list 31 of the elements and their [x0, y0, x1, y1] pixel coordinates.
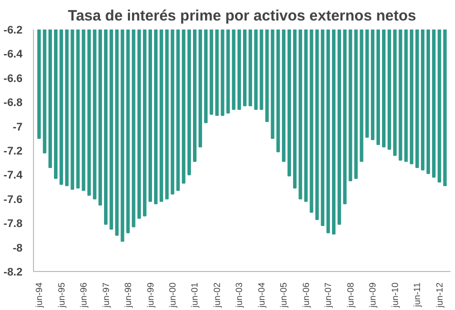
x-tick-label: jun-94 [34, 282, 44, 309]
y-tick-label: -6.2 [4, 24, 23, 36]
y-tick-label: -7.2 [4, 146, 23, 158]
x-tick-label: jun-03 [234, 282, 244, 309]
x-tick-label: jun-01 [190, 282, 200, 309]
y-tick-label: -7 [12, 121, 22, 134]
x-tick-label: jun-06 [300, 282, 311, 309]
y-tick-label: -7.6 [4, 194, 23, 206]
x-tick-label: jun-07 [323, 282, 334, 309]
y-tick-label: -8 [12, 242, 22, 254]
x-tick-label: jun-11 [412, 282, 422, 308]
x-tick-label: jun-10 [390, 282, 400, 309]
x-tick-label: jun-00 [168, 282, 178, 309]
x-tick-label: jun-04 [256, 282, 266, 309]
x-tick-label: jun-05 [278, 282, 289, 309]
x-tick-label: jun-09 [368, 282, 378, 309]
y-tick-label: -6.4 [4, 48, 24, 61]
x-tick-label: jun-99 [145, 282, 156, 309]
x-tick-label: jun-02 [212, 282, 222, 309]
x-tick-label: jun-98 [123, 282, 134, 309]
x-tick-label: jun-12 [434, 282, 444, 309]
y-tick-label: -7.4 [4, 170, 24, 182]
y-tick-label: -6.8 [4, 97, 23, 110]
x-tick-label: jun-95 [56, 282, 66, 309]
chart-title: Tasa de interés prime por activos externos netos [68, 8, 416, 24]
x-tick-label: jun-97 [100, 282, 111, 309]
x-tick-label: jun-08 [345, 282, 356, 309]
x-tick-label: jun-96 [78, 282, 89, 309]
y-tick-label: -6.6 [4, 72, 23, 85]
y-tick-label: -7.8 [4, 218, 23, 230]
y-tick-label: -8.2 [4, 266, 23, 278]
